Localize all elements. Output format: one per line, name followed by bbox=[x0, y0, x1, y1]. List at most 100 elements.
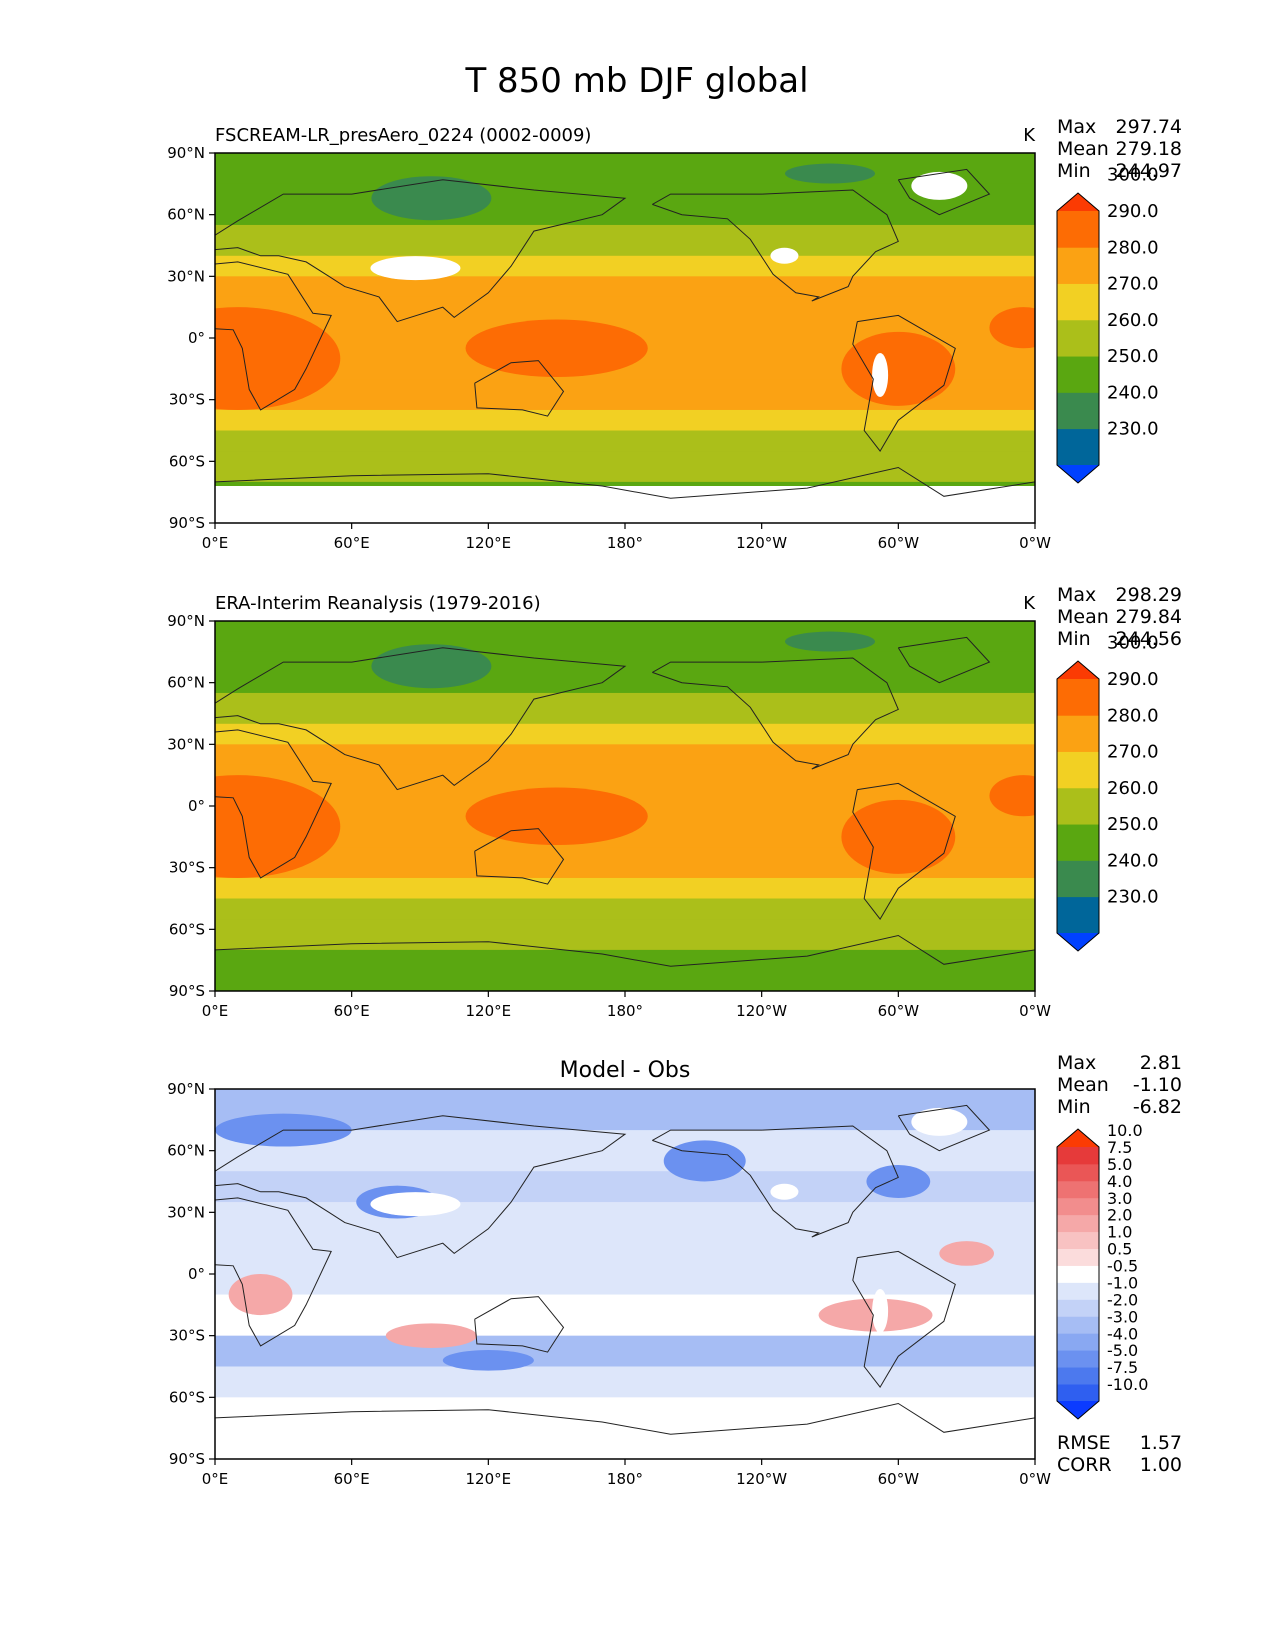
x-tick-label: 120°E bbox=[466, 534, 512, 552]
y-tick-label: 60°S bbox=[169, 920, 205, 938]
y-tick-label: 90°S bbox=[169, 1450, 205, 1468]
y-axis: 90°N 60°N 30°N 0° 30°S 60°S 90°S bbox=[167, 1080, 215, 1468]
colorbar-segment bbox=[1057, 1197, 1099, 1216]
stat-max-label: Max bbox=[1057, 584, 1096, 606]
rmse-label: RMSE bbox=[1057, 1432, 1111, 1454]
colorbar-segment bbox=[1057, 1180, 1099, 1199]
colorbar-tick-label: 3.0 bbox=[1107, 1189, 1132, 1208]
x-tick-label: 180° bbox=[607, 534, 643, 552]
colorbar-segment bbox=[1057, 1214, 1099, 1233]
coastline bbox=[474, 828, 565, 885]
colorbar-segment bbox=[1057, 1316, 1099, 1334]
colorbar: -10.0-7.5-5.0-4.0-3.0-2.0-1.0-0.50.51.02… bbox=[1056, 1121, 1148, 1420]
colorbar-tick-label: 2.0 bbox=[1107, 1206, 1132, 1225]
coastline bbox=[852, 782, 956, 920]
coastline bbox=[474, 360, 565, 417]
coastlines bbox=[215, 636, 1035, 967]
map-band bbox=[215, 877, 1035, 899]
colorbar-segment bbox=[1057, 211, 1099, 248]
stat-max-label: Max bbox=[1057, 116, 1096, 138]
map-field bbox=[215, 1089, 1035, 1459]
panel-difference: 0°E 60°E 120°E 180° 120°W 60°W 0°W 90°N 60°N 30°N… bbox=[167, 1052, 1182, 1488]
coastline bbox=[215, 179, 627, 323]
colorbar-segment bbox=[1057, 896, 1099, 934]
colorbar-tick-label: -10.0 bbox=[1107, 1375, 1148, 1394]
coastlines bbox=[215, 1104, 1035, 1435]
panel-reference: 0°E 60°E 120°E 180° 120°W 60°W 0°W 90°N 60°N 30°N… bbox=[167, 584, 1182, 1020]
warm-pool bbox=[465, 787, 648, 846]
figure-title: T 850 mb DJF global bbox=[464, 61, 808, 101]
colorbar-segment bbox=[1057, 860, 1099, 898]
map-band bbox=[215, 919, 1035, 951]
colorbar-tick-label: 280.0 bbox=[1107, 705, 1159, 726]
coastline bbox=[474, 1296, 565, 1353]
colorbar-tick-label: -4.0 bbox=[1107, 1324, 1138, 1343]
masked-tibet bbox=[370, 256, 461, 281]
stat-mean-label: Mean bbox=[1057, 606, 1109, 628]
stat-min-value: -6.82 bbox=[1133, 1096, 1182, 1118]
y-tick-label: 30°N bbox=[167, 267, 205, 285]
panel-test: 0°E 60°E 120°E 180° 120°W 60°W 0°W 90°N 60°N 30°N… bbox=[167, 116, 1182, 552]
y-tick-label: 30°S bbox=[169, 1327, 205, 1345]
units-label: K bbox=[1023, 125, 1036, 146]
coastline bbox=[215, 1402, 1035, 1435]
y-tick-label: 30°S bbox=[169, 391, 205, 409]
x-tick-label: 0°W bbox=[1019, 1470, 1051, 1488]
stat-min-label: Min bbox=[1057, 628, 1091, 650]
colorbar-tick-label: 280.0 bbox=[1107, 237, 1159, 258]
colorbar-segment bbox=[1057, 1367, 1099, 1385]
colorbar-outline bbox=[1056, 192, 1100, 484]
panel-title: FSCREAM-LR_presAero_0224 (0002-0009) bbox=[215, 125, 591, 146]
coastline bbox=[215, 466, 1035, 499]
map-band bbox=[215, 744, 1035, 766]
map-band bbox=[215, 224, 1035, 257]
y-tick-label: 60°N bbox=[167, 674, 205, 692]
colorbar-segment bbox=[1057, 824, 1099, 861]
colorbar-tick-label: -0.5 bbox=[1107, 1257, 1138, 1276]
colorbar-tick-label: -7.5 bbox=[1107, 1358, 1138, 1377]
coastlines bbox=[215, 168, 1035, 499]
colorbar-tick-label: 250.0 bbox=[1107, 346, 1159, 367]
coastline bbox=[215, 261, 332, 411]
y-tick-label: 60°N bbox=[167, 206, 205, 224]
colorbar-outline bbox=[1056, 660, 1100, 952]
map-band bbox=[215, 1243, 1035, 1296]
y-tick-label: 90°N bbox=[167, 144, 205, 162]
units-label: K bbox=[1023, 593, 1036, 614]
map-band bbox=[215, 1366, 1035, 1398]
colorbar-tick-label: 7.5 bbox=[1107, 1138, 1132, 1157]
cold-region-arctic bbox=[785, 163, 875, 184]
colorbar-tick-label: -5.0 bbox=[1107, 1341, 1138, 1360]
colorbar-extend-min bbox=[1057, 1401, 1099, 1419]
masked-rockies bbox=[770, 247, 799, 264]
negative-anomaly bbox=[663, 1140, 746, 1182]
colorbar-segment bbox=[1057, 715, 1099, 752]
x-tick-label: 60°E bbox=[334, 1002, 370, 1020]
map-band bbox=[215, 451, 1035, 483]
warm-pool bbox=[215, 775, 341, 878]
y-tick-label: 0° bbox=[188, 329, 205, 347]
map-band bbox=[215, 723, 1035, 745]
positive-anomaly bbox=[939, 1241, 995, 1266]
x-tick-label: 120°E bbox=[466, 1470, 512, 1488]
y-axis: 90°N 60°N 30°N 0° 30°S 60°S 90°S bbox=[167, 612, 215, 1000]
x-tick-label: 180° bbox=[607, 1470, 643, 1488]
stat-min-value: 244.97 bbox=[1116, 160, 1182, 182]
cold-region-arctic bbox=[785, 631, 875, 652]
colorbar-segment bbox=[1057, 1248, 1099, 1266]
stat-max-value: 2.81 bbox=[1140, 1052, 1182, 1074]
map-band bbox=[215, 1202, 1035, 1244]
masked-andes bbox=[872, 1289, 889, 1333]
map-band bbox=[215, 409, 1035, 431]
panel-center-title: Model - Obs bbox=[560, 1058, 691, 1083]
x-axis: 0°E 60°E 120°E 180° 120°W 60°W 0°W bbox=[202, 991, 1051, 1020]
map-band bbox=[215, 1397, 1035, 1419]
coastline bbox=[215, 1197, 332, 1347]
colorbar-extend-min bbox=[1057, 933, 1099, 951]
colorbar-extend-min bbox=[1057, 465, 1099, 483]
stats: Max 297.74 Mean 279.18 Min 244.97 bbox=[1057, 116, 1182, 182]
stats: Max 2.81 Mean -1.10 Min -6.82 bbox=[1057, 1052, 1182, 1118]
coastline bbox=[897, 168, 991, 216]
y-tick-label: 0° bbox=[188, 797, 205, 815]
